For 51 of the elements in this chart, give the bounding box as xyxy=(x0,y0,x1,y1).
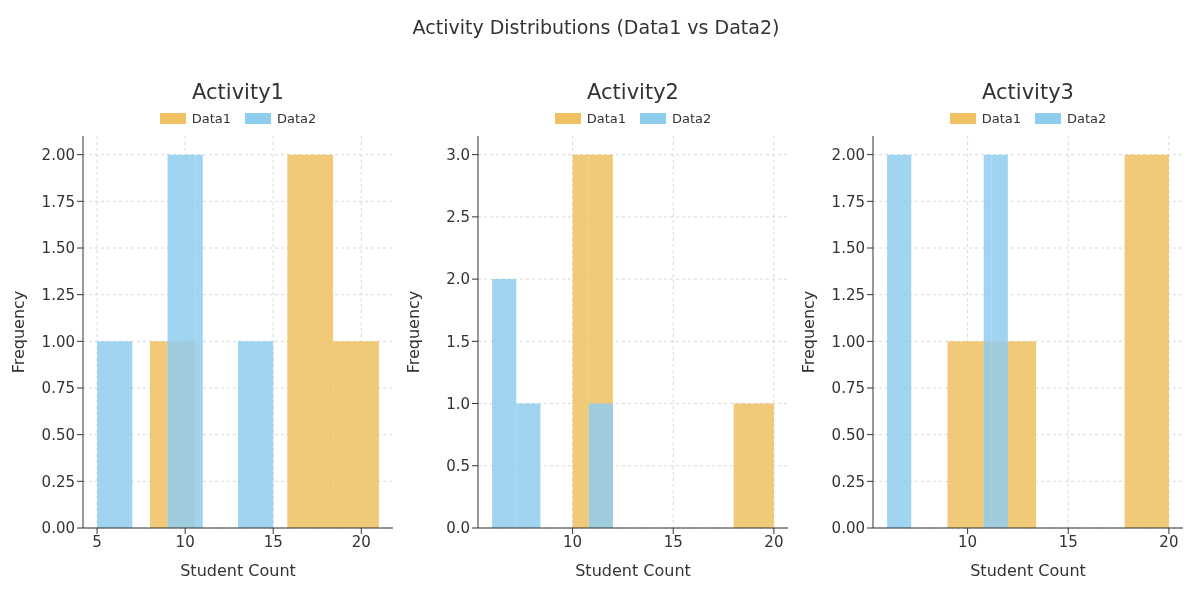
y-tick-label: 1.75 xyxy=(41,192,75,211)
x-tick-label: 5 xyxy=(92,532,102,551)
chart-title: Activity3 xyxy=(981,80,1075,106)
y-tick-label: 1.50 xyxy=(41,239,75,258)
x-tick-label: 15 xyxy=(263,532,283,551)
y-tick-label: 1.25 xyxy=(41,285,75,304)
y-tick-label: 0.0 xyxy=(446,519,470,538)
x-axis-title: Student Count xyxy=(970,561,1086,580)
y-tick-label: 1.75 xyxy=(831,192,865,211)
x-axis-title: Student Count xyxy=(180,561,296,580)
legend-label: Data1 xyxy=(586,110,626,126)
y-tick-label: 0.50 xyxy=(41,425,75,444)
x-tick-label: 10 xyxy=(563,532,583,551)
x-axis-title: Student Count xyxy=(575,561,691,580)
legend-label: Data1 xyxy=(981,110,1021,126)
y-tick-label: 1.5 xyxy=(446,332,470,351)
y-tick-label: 0.50 xyxy=(831,425,865,444)
y-tick-label: 2.5 xyxy=(446,208,470,227)
y-tick-label: 0.75 xyxy=(41,379,75,398)
y-tick-label: 0.5 xyxy=(446,457,470,476)
y-axis-title: Frequency xyxy=(403,290,423,374)
chart-title: Activity1 xyxy=(191,80,285,106)
x-tick-label: 10 xyxy=(175,532,195,551)
y-tick-label: 0.00 xyxy=(41,519,75,538)
y-axis-title: Frequency xyxy=(8,290,28,374)
y-tick-label: 2.0 xyxy=(446,270,470,289)
y-tick-label: 0.75 xyxy=(831,379,865,398)
y-tick-label: 0.25 xyxy=(831,472,865,491)
x-tick-label: 20 xyxy=(351,532,371,551)
x-tick-label: 20 xyxy=(764,532,784,551)
legend-label: Data2 xyxy=(1067,110,1107,126)
y-tick-label: 1.00 xyxy=(831,332,865,351)
legend-label: Data1 xyxy=(191,110,231,126)
y-tick-label: 1.50 xyxy=(831,239,865,258)
legend-label: Data2 xyxy=(277,110,317,126)
x-tick-label: 15 xyxy=(1058,532,1078,551)
y-tick-label: 0.25 xyxy=(41,472,75,491)
text: Activity Distributions (Data1 vs Data2) xyxy=(411,16,781,38)
x-tick-label: 10 xyxy=(958,532,978,551)
x-tick-label: 20 xyxy=(1159,532,1179,551)
y-tick-label: 3.0 xyxy=(446,145,470,164)
y-tick-label: 1.00 xyxy=(41,332,75,351)
y-tick-label: 0.00 xyxy=(831,519,865,538)
y-tick-label: 2.00 xyxy=(41,145,75,164)
y-tick-label: 2.00 xyxy=(831,145,865,164)
legend-label: Data2 xyxy=(672,110,712,126)
y-tick-label: 1.0 xyxy=(446,394,470,413)
x-tick-label: 15 xyxy=(663,532,683,551)
chart-title: Activity2 xyxy=(586,80,680,106)
y-tick-label: 1.25 xyxy=(831,285,865,304)
y-axis-title: Frequency xyxy=(798,290,818,374)
